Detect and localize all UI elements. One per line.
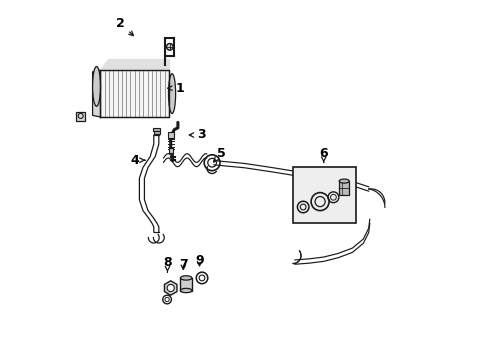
Ellipse shape — [168, 74, 175, 113]
FancyBboxPatch shape — [101, 70, 168, 117]
Bar — [180, 278, 192, 291]
Ellipse shape — [92, 67, 101, 106]
Ellipse shape — [180, 276, 192, 280]
Bar — [168, 132, 174, 138]
Bar — [339, 181, 348, 195]
Bar — [292, 167, 355, 223]
Text: 5: 5 — [213, 147, 225, 162]
Text: 9: 9 — [195, 255, 203, 267]
Circle shape — [167, 284, 174, 292]
Text: 1: 1 — [167, 82, 183, 95]
Text: 3: 3 — [189, 129, 205, 141]
Polygon shape — [164, 281, 177, 295]
Text: 4: 4 — [130, 154, 144, 167]
Ellipse shape — [180, 288, 192, 293]
Bar — [168, 148, 173, 153]
Text: 7: 7 — [179, 258, 187, 271]
Ellipse shape — [339, 179, 348, 183]
Text: 2: 2 — [116, 17, 133, 36]
Text: 8: 8 — [163, 256, 171, 272]
Polygon shape — [92, 70, 101, 117]
Bar — [153, 128, 160, 131]
Bar — [153, 130, 159, 134]
FancyBboxPatch shape — [76, 112, 85, 121]
Text: 6: 6 — [319, 147, 327, 162]
Polygon shape — [101, 59, 168, 70]
Circle shape — [166, 44, 173, 50]
